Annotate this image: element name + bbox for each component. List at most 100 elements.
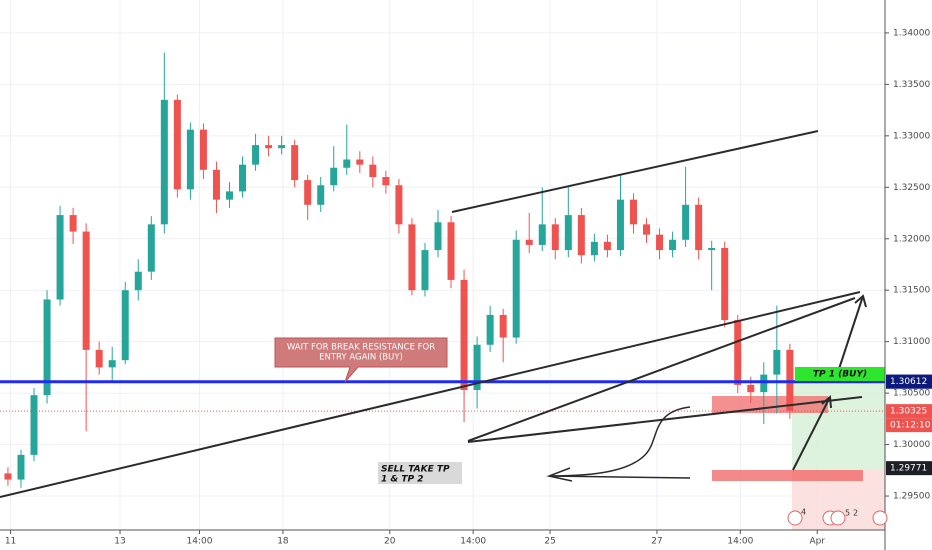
candle-body [317,185,325,205]
candle-body [460,279,468,391]
candle-body [265,145,273,149]
arrow [549,475,691,479]
candle-body [721,248,729,321]
callout-box [274,337,448,383]
candle-body [538,224,546,245]
arrow-head [854,294,867,308]
x-tick-label: Apr [809,537,825,547]
target-text: TP 1 (BUY) [813,370,867,380]
countdown-box [886,418,932,433]
candle-body [291,145,299,181]
badge-count: 5 [845,509,850,518]
candle-body [252,145,260,165]
candle-body [212,169,220,200]
price-marker [886,461,932,476]
x-tick-label: 20 [384,537,396,547]
candle-body [278,145,286,149]
candle-body [17,454,25,480]
price-marker-label: 1.30612 [890,377,927,387]
callout-text: ENTRY AGAIN (BUY) [319,353,403,363]
drawings [0,130,867,498]
candle-body [773,349,781,375]
callout-text: WAIT FOR BREAK RESISTANCE FOR [287,343,435,353]
y-tick-label: 1.31000 [893,337,930,347]
y-tick-label: 1.30000 [893,440,930,450]
y-tick-label: 1.33500 [893,80,930,90]
candle-body [225,191,233,200]
badge-count: 4 [801,508,806,517]
arrow-head [821,394,832,409]
candle-body [199,129,207,170]
price-marker [886,404,932,419]
candle-body [147,224,155,272]
candle-body [134,271,142,291]
candle-body [69,215,77,232]
candle-body [395,185,403,225]
badge-count: 2 [853,509,858,518]
price-marker-label: 1.29771 [890,464,927,474]
zone-box [712,470,863,481]
candle-body [382,177,390,186]
candle-body [669,239,677,251]
candle-body [421,250,429,291]
candle-body [447,222,455,280]
candle-body [95,349,103,368]
candle-body [577,215,585,256]
badge [830,510,846,526]
candle-body [525,239,533,245]
candle-body [629,199,637,225]
candle-body [330,167,338,186]
note-box [378,462,462,484]
candle-body [43,299,51,396]
x-tick-label: 18 [277,537,289,547]
candle-body [173,99,181,190]
note-text: 1 & TP 2 [381,475,424,485]
candle-body [734,320,742,385]
y-tick-label: 1.33000 [893,131,930,141]
arrow [835,295,864,379]
candle-body [160,99,168,225]
y-tick-label: 1.30500 [893,389,930,399]
candle-body [4,473,12,480]
candle-body [512,239,520,338]
y-tick-label: 1.29500 [893,492,930,502]
zone-box [712,396,828,413]
x-tick-label: 14:00 [727,537,753,547]
candle-body [499,314,507,338]
candle-body [186,129,194,190]
candle-body [121,290,129,361]
candle-body [695,204,703,251]
y-tick-label: 1.31500 [893,286,930,296]
x-tick-label: 27 [651,537,662,547]
candle-body [434,222,442,251]
candle-body [356,159,364,165]
badge [787,510,803,526]
candle-body [343,159,351,168]
x-tick-label: 25 [544,537,555,547]
y-tick-label: 1.32000 [893,234,930,244]
profit-zone [792,368,885,470]
candle-body [369,164,377,178]
y-tick-label: 1.32500 [893,183,930,193]
badge [872,510,888,526]
arrow [792,396,831,471]
candle-body [473,344,481,391]
x-tick-label: 13 [114,537,125,547]
candle-body [747,384,755,393]
candle-body [616,199,624,251]
candle-body [760,374,768,393]
trend-line [467,297,856,442]
candle-body [304,180,312,205]
candle-body [82,231,90,350]
x-tick-label: 14:00 [460,537,486,547]
price-marker [886,374,932,389]
trend-line [0,291,861,498]
candle-body [408,224,416,291]
price-marker-label: 1.30325 [890,407,927,417]
note-text: SELL TAKE TP [381,465,450,475]
candle-body [551,224,559,251]
target-box [795,367,885,381]
x-tick-label: 14:00 [187,537,213,547]
